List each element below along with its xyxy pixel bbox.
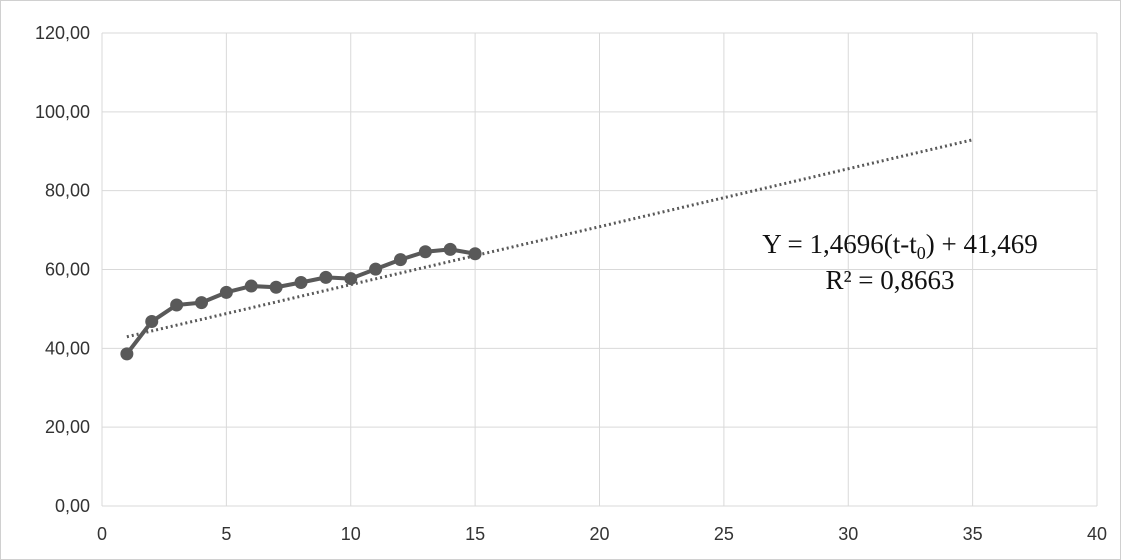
x-tick-label: 40 [1087, 524, 1107, 544]
grid-lines [101, 32, 1098, 507]
data-point [244, 279, 258, 293]
y-tick-label: 40,00 [45, 338, 90, 358]
data-point [170, 298, 184, 312]
x-tick-label: 15 [465, 524, 485, 544]
y-tick-label: 0,00 [55, 496, 90, 516]
equation-suffix: ) + 41,469 [926, 229, 1038, 259]
x-tick-label: 0 [97, 524, 107, 544]
data-point [145, 315, 159, 329]
data-point [344, 272, 358, 286]
y-tick-label: 60,00 [45, 260, 90, 280]
data-point [294, 276, 308, 290]
trendline-equation: Y = 1,4696(t-t0) + 41,469 [762, 229, 1037, 263]
data-point [195, 296, 208, 310]
equation-prefix: Y = 1,4696(t-t [762, 229, 917, 259]
data-point [120, 347, 134, 361]
data-point [219, 285, 233, 299]
data-point [443, 242, 457, 256]
data-point [468, 247, 482, 261]
data-point [418, 245, 432, 259]
tick-labels: 0,00 20,00 40,00 60,00 80,00 100,00 120,00 0 5 10… [35, 23, 1107, 544]
x-tick-label: 35 [963, 524, 983, 544]
trendline-annotation: Y = 1,4696(t-t0) + 41,469 R² = 0,8663 [762, 229, 1037, 295]
x-tick-label: 30 [838, 524, 858, 544]
y-tick-label: 20,00 [45, 417, 90, 437]
x-tick-label: 25 [714, 524, 734, 544]
r-squared-label: R² = 0,8663 [825, 265, 954, 295]
equation-subscript: 0 [917, 243, 926, 263]
data-series [120, 242, 482, 361]
x-tick-label: 10 [341, 524, 361, 544]
data-point [319, 270, 333, 284]
y-tick-label: 80,00 [45, 181, 90, 201]
data-point [269, 280, 283, 294]
x-tick-label: 20 [589, 524, 609, 544]
y-tick-label: 100,00 [35, 102, 90, 122]
data-point [394, 253, 407, 267]
y-tick-label: 120,00 [35, 23, 90, 43]
data-point [369, 262, 383, 276]
x-tick-label: 5 [221, 524, 231, 544]
